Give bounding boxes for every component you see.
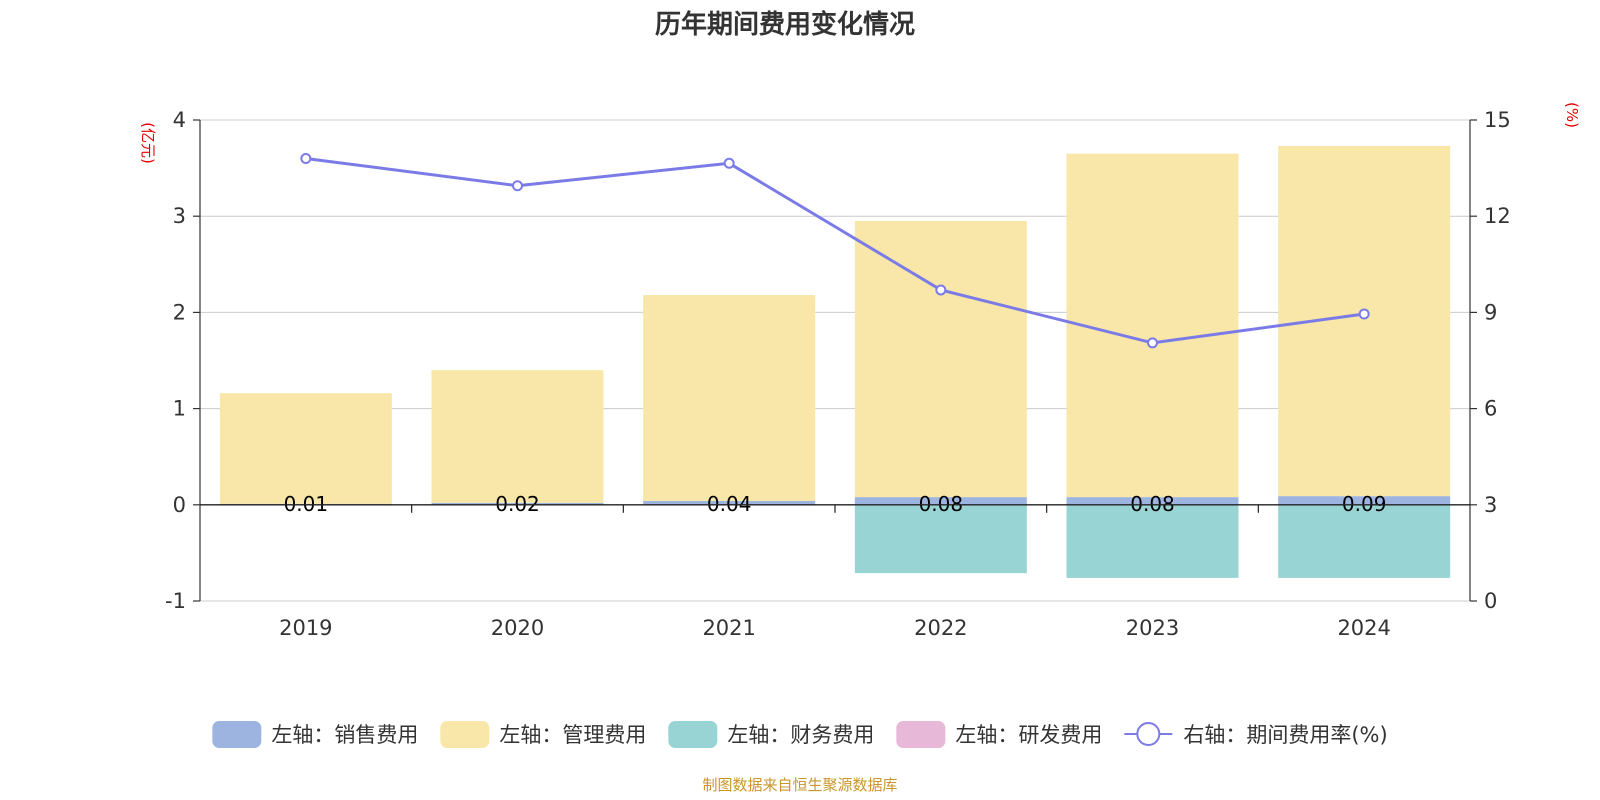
left-tick-label: -1 xyxy=(165,589,186,613)
right-tick-label: 3 xyxy=(1484,493,1497,517)
left-axis-unit-label: (亿元) xyxy=(139,122,157,164)
right-axis-unit-label: (%) xyxy=(1563,102,1581,128)
x-tick-label: 2022 xyxy=(914,616,967,640)
bar-2020 xyxy=(431,502,604,505)
line-point xyxy=(723,157,735,169)
left-tick-label: 4 xyxy=(173,108,186,132)
right-tick-label: 12 xyxy=(1484,204,1511,228)
left-tick-label: 0 xyxy=(173,493,186,517)
x-tick-label: 2020 xyxy=(491,616,544,640)
bar-2023 xyxy=(1066,504,1239,578)
line-point xyxy=(1358,308,1370,320)
expense-rate-line xyxy=(305,156,1365,345)
line-series xyxy=(300,152,1370,349)
data-labels: 0.01 0.02 0.04 0.08 0.08 0.09 xyxy=(284,492,1387,516)
x-tick-label: 2019 xyxy=(279,616,332,640)
legend-line-marker xyxy=(1136,722,1161,746)
legend-item: 左轴：财务费用 xyxy=(668,721,874,748)
grid-lines xyxy=(200,119,1470,602)
data-label: 0.02 xyxy=(495,492,540,516)
data-label: 0.09 xyxy=(1342,492,1387,516)
legend-item: 右轴：期间费用率(%) xyxy=(1124,722,1388,747)
left-tick-label: 1 xyxy=(173,397,186,421)
bar-2021 xyxy=(643,500,816,505)
data-label: 0.01 xyxy=(284,492,329,516)
legend-swatch xyxy=(440,721,490,748)
legend-label: 左轴：研发费用 xyxy=(955,723,1102,747)
bar-2021 xyxy=(643,295,816,501)
bar-2022 xyxy=(854,221,1027,498)
line-point xyxy=(1147,337,1158,349)
line-point xyxy=(935,284,947,296)
x-tick-label: 2023 xyxy=(1126,616,1179,640)
legend-swatch xyxy=(668,721,718,748)
legend-item: 左轴：管理费用 xyxy=(440,721,646,748)
right-tick-label: 0 xyxy=(1484,589,1497,613)
bar-2019 xyxy=(219,393,392,504)
left-tick-label: 2 xyxy=(173,300,186,324)
x-tick-label: 2024 xyxy=(1337,616,1390,640)
x-tick-label: 2021 xyxy=(702,616,755,640)
bar-2022 xyxy=(854,504,1027,574)
right-tick-label: 9 xyxy=(1484,300,1497,324)
legend-swatch xyxy=(896,721,946,748)
legend-line-symbol xyxy=(1124,722,1173,746)
legend-label: 左轴：财务费用 xyxy=(727,723,874,747)
legend-label: 左轴：销售费用 xyxy=(271,723,418,747)
bar-2022 xyxy=(854,497,1027,505)
data-label: 0.08 xyxy=(1130,492,1175,516)
right-tick-label: 6 xyxy=(1484,397,1497,421)
bar-2020 xyxy=(431,370,604,503)
left-tick-label: 3 xyxy=(173,204,186,228)
legend-label: 左轴：管理费用 xyxy=(499,723,646,747)
bar-2024 xyxy=(1278,504,1451,578)
legend-label: 右轴：期间费用率(%) xyxy=(1183,723,1387,747)
legend-swatch xyxy=(212,721,262,748)
source-note: 制图数据来自恒生聚源数据库 xyxy=(702,776,897,794)
bar-2023 xyxy=(1066,497,1239,505)
chart-title: 历年期间费用变化情况 xyxy=(655,9,915,40)
legend-item: 左轴：研发费用 xyxy=(896,721,1102,748)
data-label: 0.04 xyxy=(707,492,752,516)
bar-2024 xyxy=(1278,496,1451,505)
bar-2023 xyxy=(1066,153,1239,498)
bar-series xyxy=(219,145,1451,578)
line-point xyxy=(300,152,312,164)
right-tick-label: 15 xyxy=(1484,108,1511,132)
legend-item: 左轴：销售费用 xyxy=(212,721,418,748)
data-label: 0.08 xyxy=(919,492,964,516)
line-point xyxy=(512,180,523,192)
legend: 左轴：销售费用 左轴：管理费用 左轴：财务费用 左轴：研发费用 右轴：期间费用率(%) xyxy=(212,721,1388,748)
